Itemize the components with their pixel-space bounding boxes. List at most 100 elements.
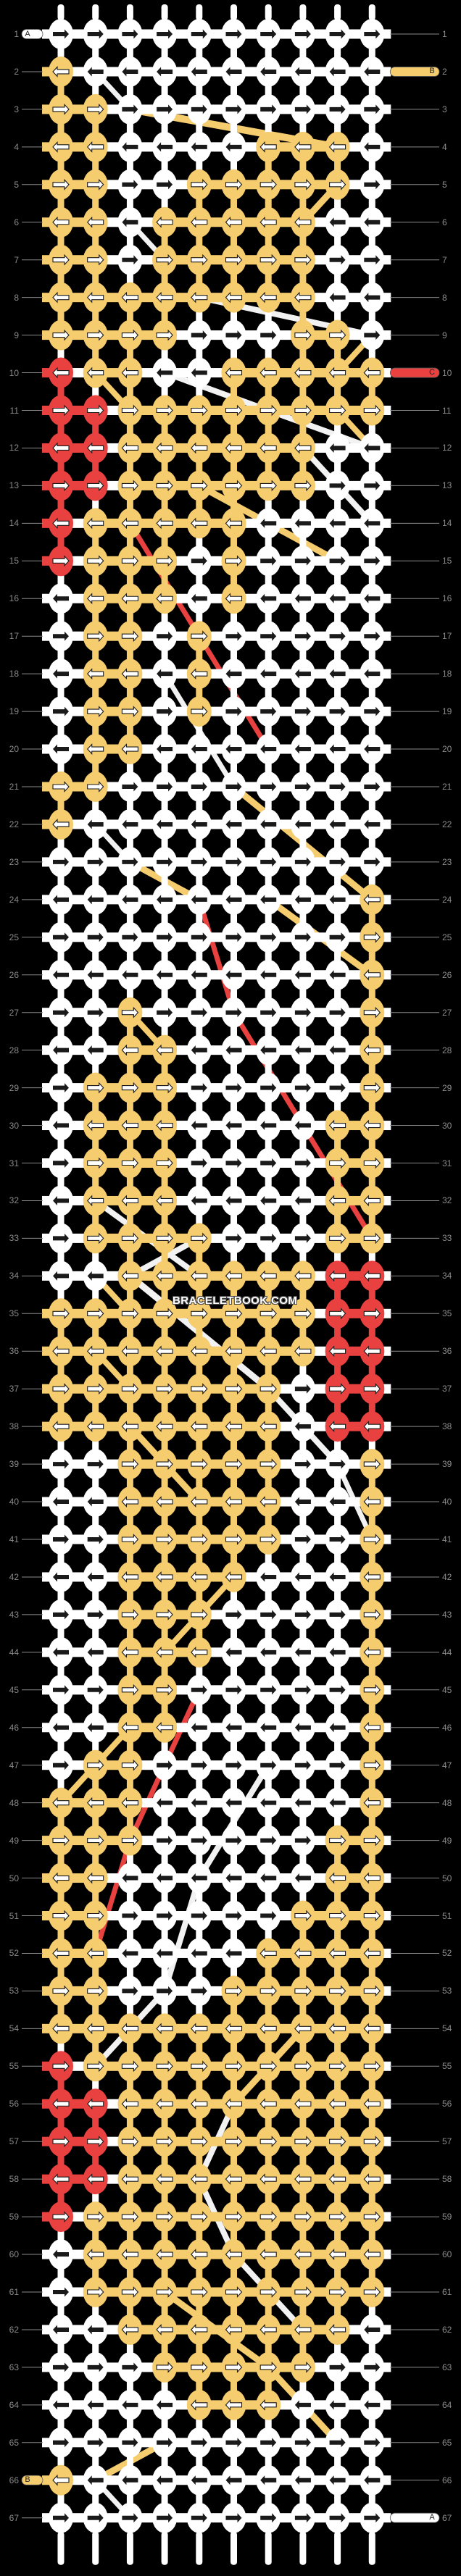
row-number-left: 44 [9,1647,19,1657]
row-number-right: 40 [442,1497,452,1507]
arrow-left-icon [156,1195,173,1207]
knot [290,959,315,990]
knot-link-h-start [42,932,50,942]
arrow-right-icon [87,404,104,417]
knot-link-h [106,2438,120,2448]
knot-link-v [230,273,237,284]
knot-link-h [106,1986,120,1996]
knot-link-h [313,1121,327,1131]
arrow-left-icon [191,1121,207,1131]
knot-link-h [209,1911,223,1920]
knot-link-h-start [42,67,50,77]
knot [360,1749,385,1781]
knot-link-h [313,293,327,303]
knot-link-v [368,763,375,773]
knot-link-v [92,1665,99,1676]
knot-link-h [313,1873,327,1883]
row-number-left: 57 [9,2136,19,2147]
knot-link-v [299,2343,307,2354]
knot [256,2013,281,2044]
knot-link-v [334,1816,341,1827]
arrow-right-icon [52,103,70,115]
knot-link-h [279,1083,292,1093]
knot [360,282,385,313]
arrow-left-icon [363,2173,381,2186]
knot [186,357,212,388]
arrow-left-icon [329,2400,346,2410]
row-number-left: 23 [9,856,19,867]
knot [49,997,73,1028]
knot-link-v [299,1703,307,1714]
knot-link-v [196,1703,203,1714]
knot-link-h [175,1421,188,1431]
knot [360,621,385,652]
arrow-right-icon [87,1910,104,1922]
arrow-left-icon [52,2023,70,2035]
knot [256,1449,281,1480]
knot [360,1072,385,1103]
arrow-left-icon [260,2475,277,2485]
arrow-left-icon [329,1647,346,1657]
knot-link-h [209,518,223,528]
arrow-right-icon [260,1760,277,1770]
knot-link-v [299,386,307,397]
knot-link-h [106,2023,120,2033]
knot-link-h [72,2513,85,2523]
knot-link-v [334,612,341,623]
knot [256,1260,281,1292]
knot [186,1862,212,1894]
knot-link-v [230,913,237,924]
knot-link-v [92,2080,99,2091]
knot-link-h [244,2136,258,2146]
knot-link-v [265,913,272,924]
knot [49,959,73,990]
row-number-right: 67 [442,2512,452,2523]
arrow-right-icon [329,932,346,942]
knot [256,1524,281,1555]
knot [117,997,143,1028]
knot-link-v [196,499,203,510]
knot-link-v [230,725,237,736]
knot-link-h [313,1647,327,1657]
knot [83,2051,108,2082]
knot-link-v [196,1026,203,1037]
knot-link-v [161,837,168,848]
arrow-right-icon [87,2362,104,2372]
knot-link-v [230,1440,237,1451]
arrow-right-icon [53,2438,69,2448]
arrow-right-icon [363,1458,381,1471]
row-number-left: 16 [9,593,19,604]
knot-link-v [161,2268,168,2278]
knot-link-h [244,556,258,566]
arrow-left-icon [86,291,104,304]
knot-link-h [244,293,258,303]
knot-link-v [368,950,375,961]
knot-link-h [106,970,120,980]
knot-link-h [209,2212,223,2222]
arrow-left-icon [86,1872,104,1884]
knot-link-h [72,2362,85,2372]
knot-link-v [334,1778,341,1789]
arrow-left-icon [260,1195,277,1205]
knot-link-h [279,1308,292,1318]
knot-link-h [279,1459,292,1469]
knot [360,1636,385,1668]
knot [83,658,108,690]
knot-link-h [72,1798,85,1808]
knot [49,1524,73,1555]
knot-link-v [299,2493,307,2504]
knot-link-v [299,2418,307,2429]
arrow-left-icon [52,141,70,153]
knot-link-h [141,330,154,340]
knot-link-v [196,687,203,698]
knot-link-h-start [42,2099,50,2109]
arrow-right-icon [157,1836,173,1846]
arrow-left-icon [191,2324,208,2335]
knot [290,997,315,1028]
knot-link-v [92,2343,99,2354]
knot-link-h [209,480,223,490]
knot [221,2088,246,2120]
knot-link-v [368,1101,375,1112]
knot-link-h [244,1121,258,1131]
knot-link-v [334,1139,341,1150]
